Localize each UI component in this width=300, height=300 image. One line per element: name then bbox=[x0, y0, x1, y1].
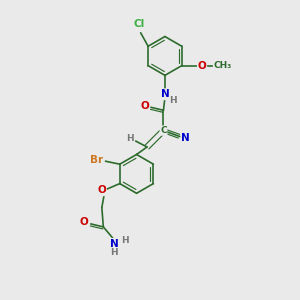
Text: Cl: Cl bbox=[134, 20, 145, 29]
Text: C: C bbox=[160, 126, 167, 135]
Text: O: O bbox=[198, 61, 206, 70]
Text: O: O bbox=[140, 101, 149, 111]
Text: N: N bbox=[110, 238, 119, 249]
Text: N: N bbox=[182, 133, 190, 143]
Text: O: O bbox=[98, 185, 106, 196]
Text: H: H bbox=[111, 248, 118, 257]
Text: H: H bbox=[121, 236, 129, 245]
Text: Br: Br bbox=[91, 155, 103, 165]
Text: CH₃: CH₃ bbox=[214, 61, 232, 70]
Text: N: N bbox=[160, 89, 169, 100]
Text: H: H bbox=[126, 134, 134, 142]
Text: O: O bbox=[80, 218, 88, 227]
Text: H: H bbox=[169, 96, 177, 105]
